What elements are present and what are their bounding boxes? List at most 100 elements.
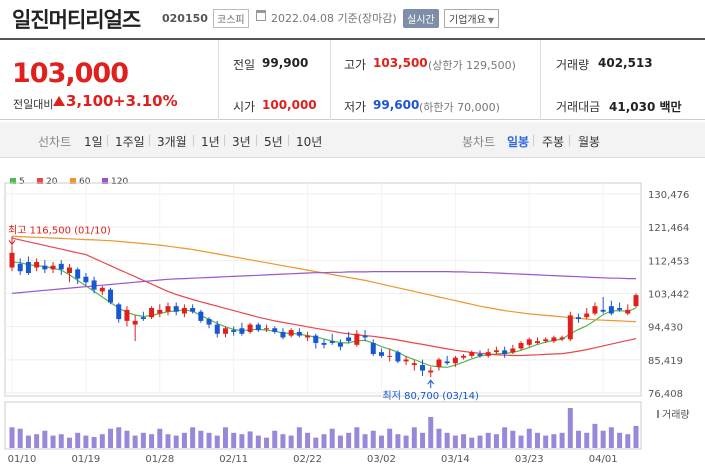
volume-bar: [288, 435, 294, 448]
candle-body: [346, 337, 352, 342]
candle-body: [461, 355, 467, 358]
candle-body: [485, 352, 491, 356]
volume-bar: [34, 434, 40, 448]
candle-body: [116, 304, 122, 320]
candle-body: [543, 339, 549, 342]
candle-body: [444, 361, 450, 364]
divider: [149, 135, 150, 146]
tab-line-chart[interactable]: 선차트: [38, 135, 72, 149]
candle-body: [420, 365, 426, 371]
volume-bar: [469, 437, 475, 448]
tab-3year[interactable]: 3년: [232, 135, 251, 149]
candle-body: [493, 350, 499, 353]
candle-body: [91, 280, 97, 290]
volume-bar: [296, 427, 302, 448]
candle-body: [181, 308, 187, 314]
volume-value: 402,513: [598, 56, 653, 70]
candle-body: [321, 342, 327, 345]
volume-bar: [559, 432, 565, 448]
volume-bar: [255, 435, 261, 448]
tab-1week[interactable]: 1주일: [115, 135, 145, 149]
low-value: 99,600: [373, 98, 420, 112]
chart-tabs: 선차트 1일 1주일 3개월 1년 3년 5년 10년 봉차트 일봉 주봉 월봉: [0, 122, 705, 158]
volume-bar: [116, 427, 122, 448]
tab-daily[interactable]: 일봉: [507, 135, 530, 149]
candle-body: [600, 309, 606, 312]
tab-3month[interactable]: 3개월: [157, 135, 187, 149]
ma-line-ma120: [11, 271, 636, 294]
x-tick-label: 03/23: [515, 454, 544, 465]
candle-body: [42, 265, 48, 270]
tab-1year[interactable]: 1년: [201, 135, 220, 149]
volume-bar: [83, 435, 89, 448]
legend-label: 5: [19, 177, 25, 187]
candle-body: [469, 352, 475, 356]
volume-bar: [214, 435, 220, 448]
volume-bar: [346, 432, 352, 448]
volume-bar: [625, 434, 631, 448]
candle-body: [633, 295, 639, 307]
volume-bar: [387, 428, 393, 448]
max-price-annotation: 최고 116,500 (01/10): [8, 224, 111, 236]
legend-ma120: 120: [102, 177, 128, 187]
legend-ma5: 5: [10, 177, 25, 187]
candle-body: [198, 311, 204, 321]
candle-body: [214, 324, 220, 334]
lower-limit: (하한가 70,000): [419, 101, 500, 114]
volume-bar: [518, 435, 524, 448]
candle-body: [296, 331, 302, 336]
stock-name: 일진머티리얼즈: [12, 8, 141, 32]
candle-body: [559, 337, 565, 340]
calendar-icon: [256, 10, 266, 21]
moving-averages: [11, 235, 637, 368]
volume-label: 거래량: [556, 58, 590, 72]
candle-body: [411, 363, 417, 366]
volume-bar: [461, 434, 467, 448]
change-rate: +3.10%: [113, 92, 178, 110]
volume-bar: [477, 435, 483, 448]
prev-close-label: 전일: [233, 58, 256, 72]
candle-body: [370, 342, 376, 355]
candle-body: [231, 330, 237, 332]
volume-bar: [608, 427, 614, 448]
as-of-date: 2022.04.08 기준(장마감): [271, 12, 397, 25]
candle-body: [452, 357, 458, 364]
volume-bar: [99, 434, 105, 448]
volume-bar: [313, 437, 319, 448]
current-price: 103,000: [12, 58, 129, 89]
volume-bar: [485, 432, 491, 448]
tab-weekly[interactable]: 주봉: [542, 135, 565, 149]
candle-body: [66, 267, 72, 274]
candle-body: [34, 262, 40, 268]
x-tick-label: 03/14: [441, 454, 470, 465]
candle-body: [387, 355, 393, 357]
volume-bar: [411, 427, 417, 448]
candle-body: [132, 320, 138, 325]
tab-1day[interactable]: 1일: [84, 135, 103, 149]
candle-body: [190, 308, 196, 312]
tab-5year[interactable]: 5년: [264, 135, 283, 149]
volume-bar: [222, 427, 228, 448]
ma-line-ma60: [11, 235, 637, 323]
volume-bar: [444, 432, 450, 448]
volume-bar: [206, 432, 212, 448]
candle-body: [362, 335, 368, 338]
tab-candle-chart[interactable]: 봉차트: [462, 135, 496, 149]
price-chart[interactable]: 130,476 121,464 112,453 103,442 94,430 85,419…: [0, 160, 705, 471]
tab-monthly[interactable]: 월봉: [578, 135, 601, 149]
y-tick-label: 103,442: [648, 290, 689, 301]
realtime-button[interactable]: 실시간: [403, 9, 439, 28]
volume-bar: [75, 432, 81, 448]
candle-body: [510, 348, 516, 353]
candle-body: [395, 352, 401, 362]
ma-line-ma5: [11, 261, 637, 368]
volume-bar: [149, 434, 155, 448]
volume-bar: [181, 432, 187, 448]
company-info-dropdown[interactable]: 기업개요 ▼: [444, 9, 499, 28]
y-tick-label: 85,419: [648, 356, 683, 367]
y-tick-label: 76,408: [648, 389, 683, 400]
tab-10year[interactable]: 10년: [296, 135, 323, 149]
volume-bar: [420, 432, 426, 448]
legend-swatch: [70, 178, 76, 184]
x-tick-label: 01/28: [145, 454, 174, 465]
